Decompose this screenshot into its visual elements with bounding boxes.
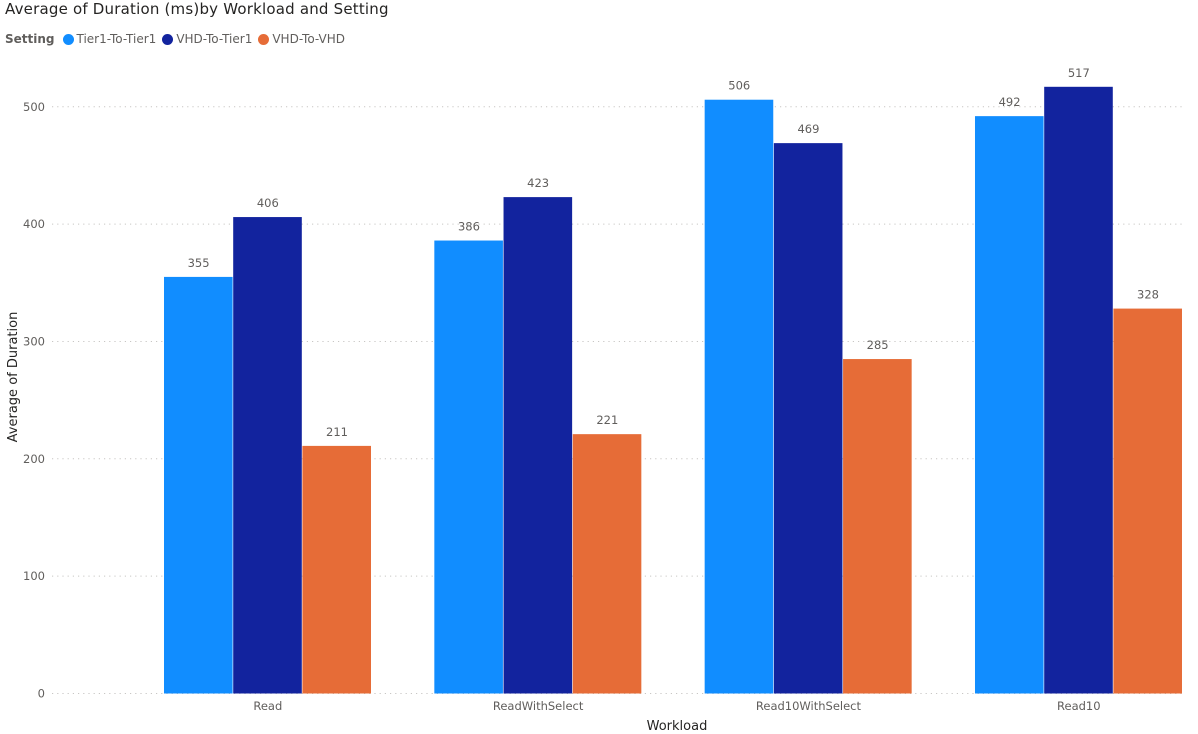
x-axis-ticks: Read ReadWithSelect Read10WithSelect Read10 xyxy=(253,699,1100,713)
data-label: 506 xyxy=(728,79,750,93)
legend-item-tier1-to-tier1[interactable]: Tier1-To-Tier1 xyxy=(62,32,157,46)
data-label: 285 xyxy=(867,338,889,352)
x-tick-label: Read10WithSelect xyxy=(756,699,862,713)
data-label: 406 xyxy=(257,196,279,210)
x-tick-label: Read xyxy=(253,699,282,713)
bar-vhd-to-tier1-read10withselect[interactable] xyxy=(773,143,843,694)
data-label: 492 xyxy=(999,95,1021,109)
y-tick-label: 500 xyxy=(23,100,45,114)
legend-label: Tier1-To-Tier1 xyxy=(76,32,157,46)
y-tick-label: 200 xyxy=(23,452,45,466)
x-axis-title: Workload xyxy=(647,719,708,734)
y-axis-title: Average of Duration xyxy=(6,312,21,443)
x-tick-label: Read10 xyxy=(1057,699,1101,713)
legend-marker xyxy=(162,33,174,45)
legend-label: VHD-To-VHD xyxy=(272,32,345,46)
data-label: 211 xyxy=(326,425,348,439)
data-label: 386 xyxy=(458,220,480,234)
y-tick-label: 400 xyxy=(23,217,45,231)
legend-label: VHD-To-Tier1 xyxy=(176,32,253,46)
bar-tier1-to-tier1-read[interactable] xyxy=(164,276,233,694)
y-tick-label: 100 xyxy=(23,569,45,583)
data-label: 517 xyxy=(1068,66,1090,80)
bar-vhd-to-vhd-read[interactable] xyxy=(302,445,371,694)
data-label: 355 xyxy=(188,256,210,270)
legend: Setting Tier1-To-Tier1 VHD-To-Tier1 VHD-… xyxy=(5,31,351,47)
legend-title: Setting xyxy=(5,32,55,46)
bar-vhd-to-tier1-readwithselect[interactable] xyxy=(503,197,573,694)
bar-tier1-to-tier1-read10[interactable] xyxy=(974,116,1044,694)
bar-vhd-to-vhd-readwithselect[interactable] xyxy=(572,434,642,694)
legend-marker xyxy=(62,33,74,45)
data-label: 328 xyxy=(1137,288,1159,302)
bar-tier1-to-tier1-readwithselect[interactable] xyxy=(434,240,503,694)
bar-vhd-to-tier1-read[interactable] xyxy=(233,217,302,694)
bars xyxy=(164,86,1182,694)
data-label: 423 xyxy=(527,176,549,190)
data-label: 469 xyxy=(797,122,819,136)
bar-vhd-to-tier1-read10[interactable] xyxy=(1044,86,1113,694)
legend-item-vhd-to-vhd[interactable]: VHD-To-VHD xyxy=(258,32,345,46)
bar-vhd-to-vhd-read10withselect[interactable] xyxy=(843,359,912,694)
legend-item-vhd-to-tier1[interactable]: VHD-To-Tier1 xyxy=(162,32,252,46)
legend-marker xyxy=(258,33,270,45)
y-axis-ticks: 0 100 200 300 400 500 xyxy=(23,100,45,701)
y-tick-label: 300 xyxy=(23,334,45,348)
data-label: 221 xyxy=(596,413,618,427)
chart-title: Average of Duration (ms)by Workload and … xyxy=(5,0,389,18)
y-tick-label: 0 xyxy=(38,687,45,701)
bar-vhd-to-vhd-read10[interactable] xyxy=(1113,308,1182,694)
bar-tier1-to-tier1-read10withselect[interactable] xyxy=(704,99,774,694)
data-labels: 355 406 211 386 423 221 506 469 285 492 517 328 xyxy=(188,66,1159,439)
x-tick-label: ReadWithSelect xyxy=(493,699,584,713)
